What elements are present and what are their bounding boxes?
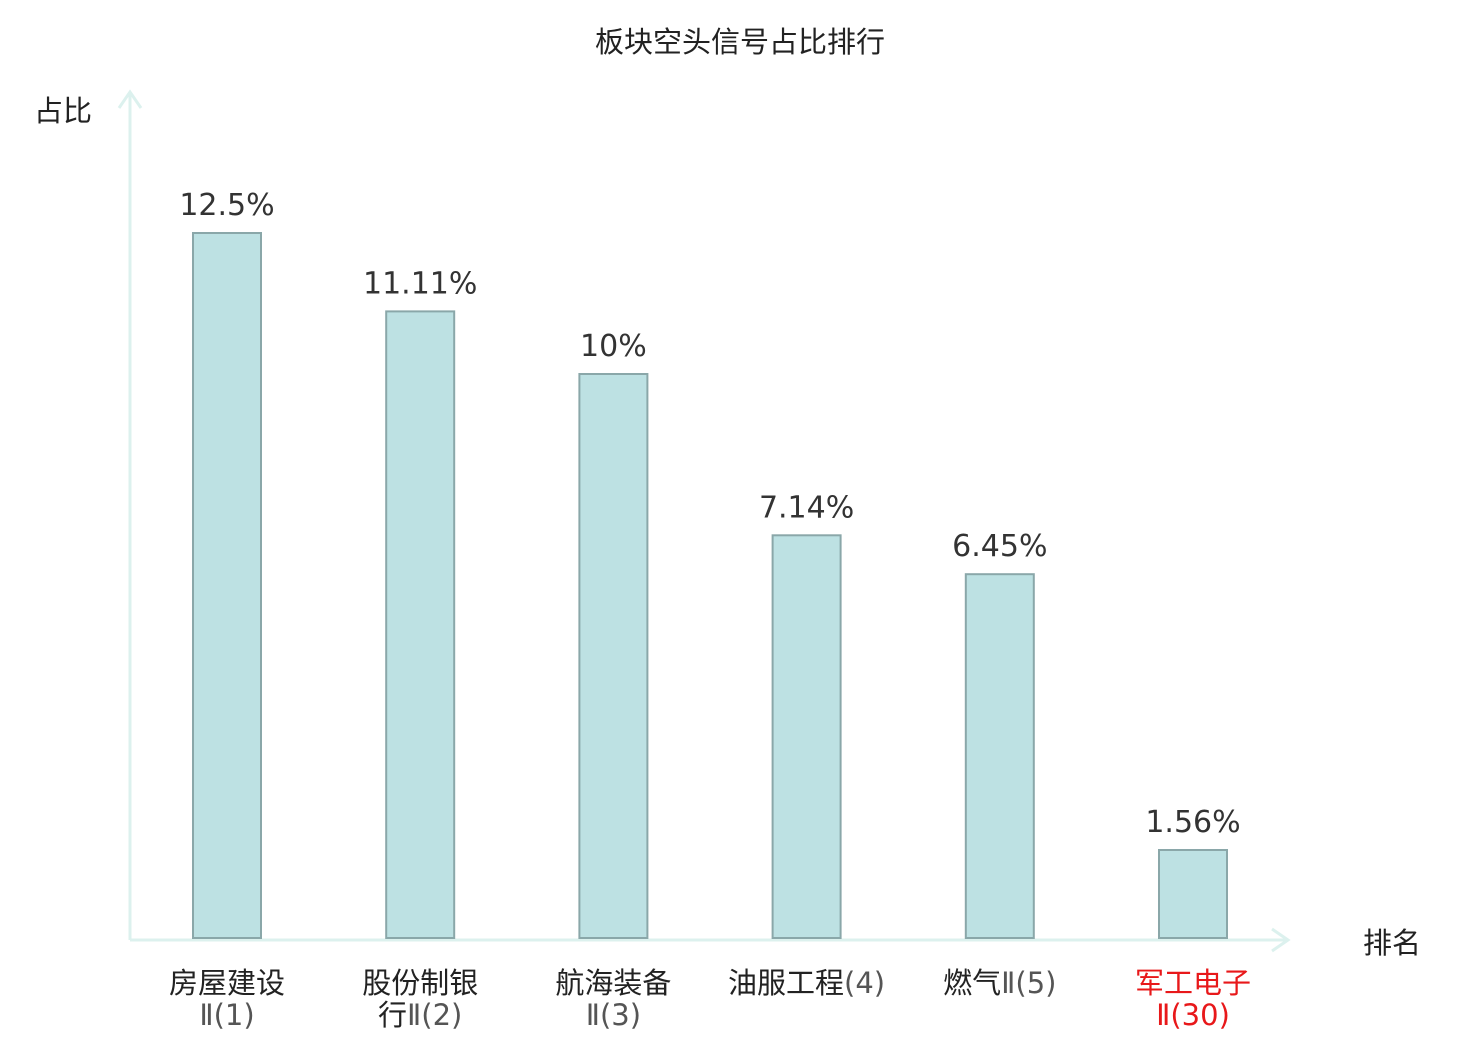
category-label: 行Ⅱ(2) (378, 998, 462, 1032)
category-suffix: Ⅱ(5) (1001, 966, 1056, 1000)
category-name: 燃气 (943, 966, 1001, 1000)
value-label: 7.14% (759, 490, 854, 525)
category-suffix: Ⅱ(30) (1156, 998, 1230, 1032)
y-axis-label: 占比 (34, 94, 92, 128)
category-label: 燃气Ⅱ(5) (943, 966, 1056, 1000)
category-label: 油服工程(4) (728, 966, 885, 1000)
category-label: Ⅱ(3) (586, 998, 641, 1032)
value-label: 6.45% (952, 529, 1047, 564)
category-label: 股份制银 (362, 966, 478, 1000)
x-axis-label: 排名 (1363, 926, 1421, 960)
bar-series (192, 232, 1228, 939)
y-axis-arrow-icon (117, 89, 143, 109)
chart-title: 板块空头信号占比排行 (595, 25, 885, 59)
bar (385, 310, 456, 939)
category-name: 航海装备 (555, 966, 671, 1000)
value-label: 1.56% (1145, 805, 1240, 840)
value-label: 12.5% (179, 188, 274, 223)
bar (1158, 849, 1228, 939)
category-name: 房屋建设 (169, 966, 285, 1000)
bar (964, 573, 1035, 939)
x-axis-arrow-icon (1271, 927, 1291, 953)
category-name: 油服工程 (728, 966, 844, 1000)
category-label: 房屋建设 (169, 966, 285, 1000)
category-label: Ⅱ(1) (199, 998, 254, 1032)
category-label: Ⅱ(30) (1156, 998, 1230, 1032)
bar (192, 232, 262, 939)
value-labels: 12.5% 11.11% 10% 7.14% 6.45% 1.56% (179, 188, 1240, 840)
value-label: 11.11% (363, 266, 477, 301)
category-name: 行 (378, 998, 407, 1032)
bar (771, 534, 842, 939)
value-label: 10% (580, 329, 647, 364)
axes (117, 89, 1291, 953)
bar (578, 373, 649, 939)
category-suffix: (4) (844, 966, 885, 1000)
category-name: 军工电子 (1135, 966, 1251, 1000)
category-name: 股份制银 (362, 966, 478, 1000)
category-suffix: Ⅱ(2) (407, 998, 462, 1032)
category-label: 军工电子 (1135, 966, 1251, 1000)
category-suffix: Ⅱ(3) (586, 998, 641, 1032)
category-suffix: Ⅱ(1) (199, 998, 254, 1032)
category-label: 航海装备 (555, 966, 671, 1000)
